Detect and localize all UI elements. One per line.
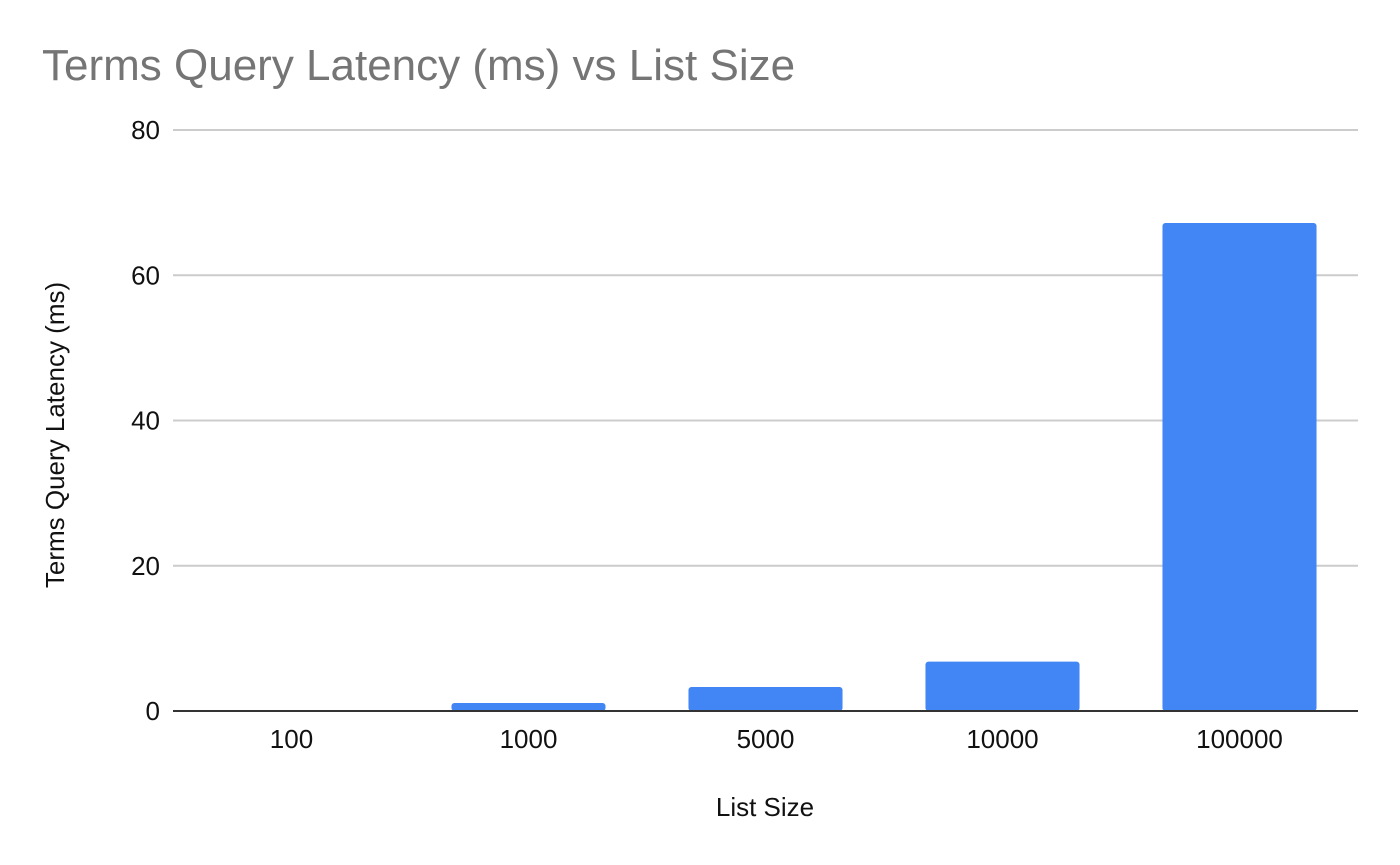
bar-5000: [688, 687, 843, 711]
y-tick-label: 20: [131, 551, 160, 581]
y-axis-label: Terms Query Latency (ms): [40, 282, 70, 588]
y-tick-label: 60: [131, 260, 160, 290]
chart-title: Terms Query Latency (ms) vs List Size: [42, 41, 795, 90]
x-tick-label: 10000: [966, 724, 1038, 754]
x-axis-ticks: 100 1000 5000 10000 100000: [270, 724, 1283, 754]
bar-10000: [925, 661, 1080, 711]
bar-100000: [1162, 222, 1317, 711]
x-tick-label: 1000: [500, 724, 558, 754]
y-axis-ticks: 0 20 40 60 80: [131, 115, 160, 726]
gridlines: [173, 129, 1358, 567]
y-tick-label: 0: [146, 696, 160, 726]
bar-1000: [451, 703, 606, 711]
x-tick-label: 100: [270, 724, 313, 754]
x-tick-label: 5000: [737, 724, 795, 754]
bars: [214, 222, 1317, 711]
y-tick-label: 40: [131, 406, 160, 436]
x-axis-label: List Size: [716, 792, 814, 822]
y-tick-label: 80: [131, 115, 160, 145]
x-tick-label: 100000: [1196, 724, 1283, 754]
